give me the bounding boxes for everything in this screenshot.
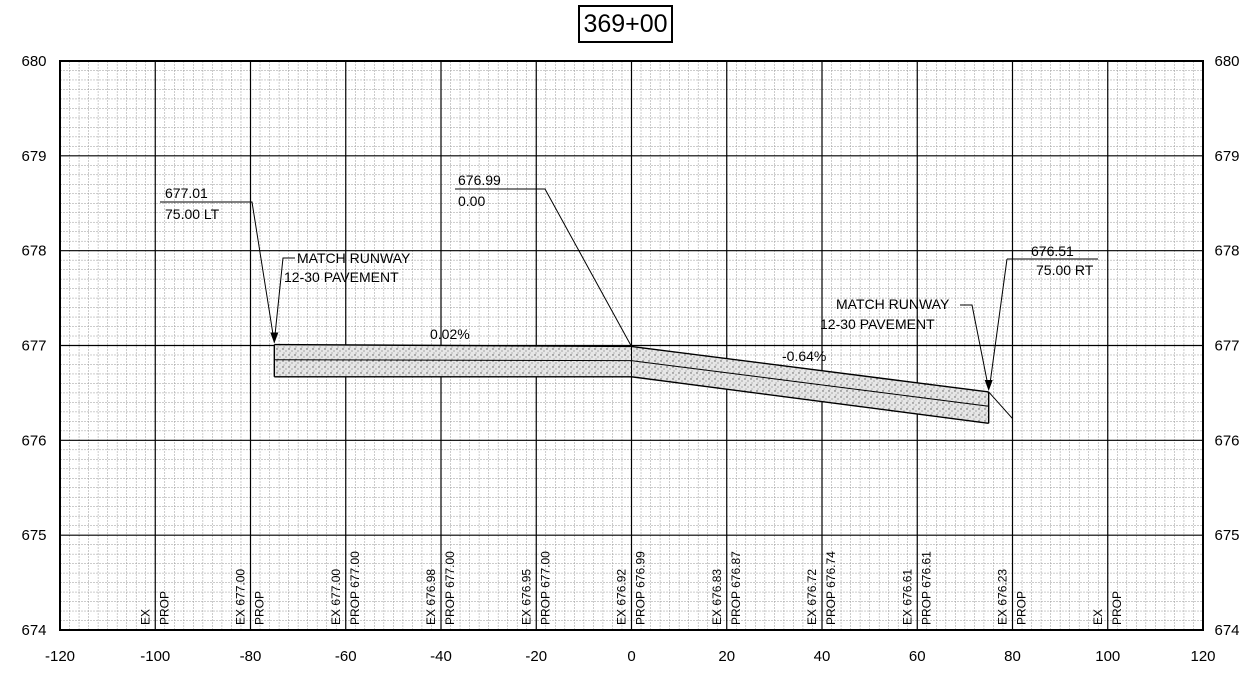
- left-match-arrowhead: [270, 332, 279, 344]
- y-tick-label-right: 677: [1214, 338, 1239, 355]
- tie-in-line: [988, 391, 1013, 419]
- existing-elevation-label: EX 676.61: [900, 569, 914, 625]
- existing-elevation-label: EX 676.72: [805, 569, 819, 625]
- y-tick-label-left: 679: [21, 148, 46, 165]
- pavement-fill: [274, 344, 989, 424]
- y-tick-label-left: 677: [21, 338, 46, 355]
- right-elevation-leader: [989, 258, 1008, 387]
- existing-elevation-label: EX 676.95: [519, 569, 533, 625]
- x-tick-label: 120: [1190, 648, 1215, 665]
- x-tick-label: 40: [814, 648, 831, 665]
- x-tick-label: 80: [1004, 648, 1021, 665]
- x-tick-label: 0: [627, 648, 635, 665]
- x-tick-label: 60: [909, 648, 926, 665]
- center-elevation-leader: [455, 188, 632, 347]
- y-tick-label-right: 676: [1214, 432, 1239, 449]
- y-tick-label-right: 678: [1214, 243, 1239, 260]
- left-match-leader: [273, 257, 295, 342]
- x-tick-label: -80: [240, 648, 262, 665]
- elevation-columns: EX PROP EX 677.00 PROP EX 677.00 PROP 677.00 E…: [138, 551, 1124, 625]
- proposed-elevation-label: PROP: [253, 591, 267, 625]
- right-elevation-label: 676.51: [1031, 243, 1074, 259]
- y-tick-label-left: 674: [21, 622, 46, 639]
- center-offset-label: 0.00: [458, 193, 485, 209]
- right-match-label-line1: MATCH RUNWAY: [836, 296, 950, 312]
- existing-elevation-label: EX 676.92: [615, 569, 629, 625]
- proposed-elevation-label: PROP 676.99: [634, 551, 648, 625]
- proposed-elevation-label: PROP 676.87: [729, 551, 743, 625]
- y-tick-label-right: 675: [1214, 527, 1239, 544]
- y-tick-label-right: 679: [1214, 148, 1239, 165]
- proposed-elevation-label: PROP 677.00: [443, 551, 457, 625]
- proposed-elevation-label: PROP: [1110, 591, 1124, 625]
- left-elevation-leader: [160, 201, 275, 343]
- leader-lines: [160, 188, 1098, 391]
- existing-elevation-label: EX 676.98: [424, 569, 438, 625]
- existing-elevation-label: EX 676.23: [996, 569, 1010, 625]
- right-match-leader: [960, 304, 990, 390]
- station-title: 369+00: [578, 5, 673, 43]
- proposed-elevation-label: PROP: [1015, 591, 1029, 625]
- existing-elevation-label: EX: [138, 609, 152, 625]
- plot-border: [59, 60, 1204, 631]
- y-tick-label-left: 675: [21, 527, 46, 544]
- y-tick-label-right: 680: [1214, 53, 1239, 70]
- proposed-elevation-label: PROP 676.61: [919, 551, 933, 625]
- y-axis-ticks: 674 674 675 675 676 676 677 677 678 678 679 679 680 6…: [21, 53, 1239, 639]
- y-tick-label-left: 680: [21, 53, 46, 70]
- x-tick-label: -40: [430, 648, 452, 665]
- proposed-elevation-label: PROP 676.74: [824, 551, 838, 625]
- x-tick-label: -100: [140, 648, 170, 665]
- right-match-label-line2: 12-30 PAVEMENT: [820, 316, 935, 332]
- existing-elevation-label: EX 677.00: [329, 569, 343, 625]
- proposed-elevation-label: PROP: [157, 591, 171, 625]
- left-match-label-line2: 12-30 PAVEMENT: [284, 269, 399, 285]
- right-match-arrowhead: [984, 379, 993, 391]
- slope-left-label: 0.02%: [430, 326, 470, 342]
- x-tick-label: 20: [718, 648, 735, 665]
- y-tick-label-left: 676: [21, 432, 46, 449]
- right-offset-label: 75.00 RT: [1036, 262, 1094, 278]
- existing-elevation-label: EX: [1091, 609, 1105, 625]
- left-offset-label: 75.00 LT: [165, 206, 220, 222]
- x-tick-label: -60: [335, 648, 357, 665]
- slope-right-label: -0.64%: [782, 348, 826, 364]
- x-axis-ticks: -120 -100 -80 -60 -40 -20 0 20 40 60 80 100 120: [45, 648, 1216, 665]
- proposed-elevation-label: PROP 677.00: [348, 551, 362, 625]
- y-tick-label-right: 674: [1214, 622, 1239, 639]
- left-elevation-label: 677.01: [165, 185, 208, 201]
- existing-elevation-label: EX 677.00: [234, 569, 248, 625]
- left-match-label-line1: MATCH RUNWAY: [297, 250, 411, 266]
- existing-elevation-label: EX 676.83: [710, 569, 724, 625]
- proposed-elevation-label: PROP 677.00: [538, 551, 552, 625]
- center-elevation-label: 676.99: [458, 172, 501, 188]
- x-tick-label: -120: [45, 648, 75, 665]
- pavement-section: [273, 343, 1013, 424]
- y-tick-label-left: 678: [21, 243, 46, 260]
- x-tick-label: -20: [525, 648, 547, 665]
- x-tick-label: 100: [1095, 648, 1120, 665]
